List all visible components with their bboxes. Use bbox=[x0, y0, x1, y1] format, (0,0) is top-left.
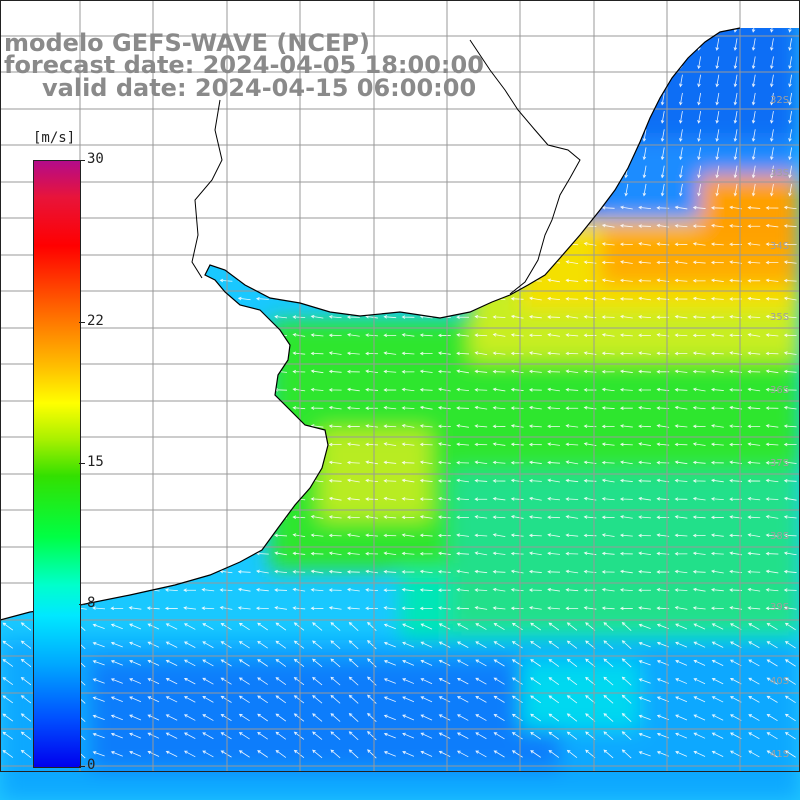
latitude-label: 41S bbox=[770, 749, 789, 760]
latitude-label: 33S bbox=[770, 168, 789, 179]
latitude-label: 37S bbox=[770, 458, 789, 469]
colorbar-tick-label: 8 bbox=[87, 595, 96, 612]
latitude-labels: 32S 33S 34S 35S 36S 37S 38S 39S 40S 41S bbox=[770, 95, 789, 760]
latitude-label: 32S bbox=[770, 95, 789, 106]
model-title: modelo GEFS-WAVE (NCEP) bbox=[4, 29, 370, 57]
latitude-label: 39S bbox=[770, 602, 789, 613]
colorbar-tick-mark bbox=[79, 766, 85, 767]
valid-date: valid date: 2024-04-15 06:00:00 bbox=[42, 74, 477, 102]
latitude-label: 35S bbox=[770, 312, 789, 323]
wind-speed-colorbar bbox=[33, 160, 81, 768]
latitude-label: 40S bbox=[770, 676, 789, 687]
colorbar-tick-mark bbox=[79, 321, 85, 323]
latitude-label: 38S bbox=[770, 531, 789, 542]
latitude-label: 36S bbox=[770, 385, 789, 396]
colorbar-tick-mark bbox=[79, 160, 85, 161]
river-border-line bbox=[191, 39, 581, 295]
colorbar-tick-mark bbox=[79, 604, 85, 606]
lat-lon-grid bbox=[0, 0, 800, 772]
latitude-label: 34S bbox=[770, 241, 789, 252]
colorbar-tick-label: 15 bbox=[87, 454, 104, 470]
forecast-date: forecast date: 2024-04-05 18:00:00 bbox=[4, 51, 484, 79]
colorbar-tick-label: 0 bbox=[87, 757, 96, 773]
colorbar-tick-label: 30 bbox=[87, 151, 104, 167]
colorbar-tick-label: 22 bbox=[87, 312, 104, 329]
coastline bbox=[0, 27, 741, 621]
colorbar-tick-mark bbox=[79, 463, 85, 464]
colorbar-unit: [m/s] bbox=[33, 130, 76, 146]
